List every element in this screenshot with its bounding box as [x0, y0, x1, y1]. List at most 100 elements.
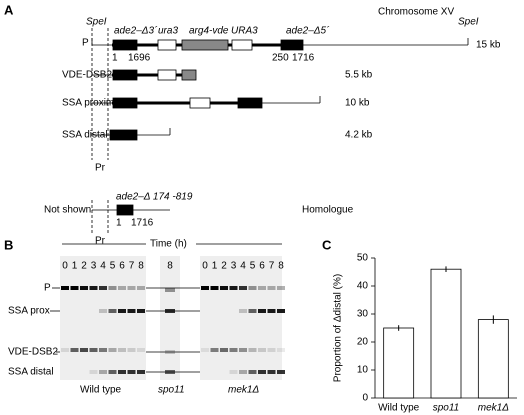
site: SpeI	[458, 17, 479, 28]
band	[127, 370, 136, 374]
band	[258, 309, 266, 313]
row-label: Homologue	[302, 205, 354, 216]
band	[70, 348, 79, 352]
band	[201, 286, 209, 290]
band	[118, 348, 126, 352]
bar	[383, 327, 415, 399]
band	[229, 286, 238, 290]
coord: 1716	[292, 53, 315, 64]
band	[80, 348, 88, 352]
band	[99, 348, 107, 352]
band	[201, 348, 209, 352]
band	[220, 286, 228, 290]
y-axis-label: Proportion of Δdistal (%)	[333, 274, 344, 382]
gene: URA3	[231, 26, 258, 37]
band	[127, 309, 136, 313]
band	[165, 370, 175, 374]
y-tick-label: 40	[357, 281, 369, 292]
band	[210, 348, 219, 352]
band-label: VDE-DSB2	[8, 347, 58, 358]
gel	[60, 256, 146, 380]
strain: mek1Δ	[228, 385, 259, 396]
band	[108, 309, 117, 313]
box	[181, 69, 197, 81]
band	[258, 348, 266, 352]
lane-number: 4	[240, 261, 246, 272]
panel-a: Chromosome XV SpeI SpeI	[44, 7, 501, 247]
band	[277, 286, 285, 290]
lane-number: 4	[100, 261, 106, 272]
band	[137, 370, 145, 374]
panel-label: A	[4, 2, 14, 17]
panel-label: B	[4, 237, 13, 252]
band	[165, 288, 175, 292]
band	[118, 370, 126, 374]
lane-number: 3	[231, 261, 237, 272]
band	[137, 286, 145, 290]
lane-number: 0	[202, 261, 208, 272]
band	[127, 348, 136, 352]
lane-number: 6	[259, 261, 265, 272]
box	[280, 39, 304, 51]
box	[189, 97, 211, 109]
coord: 250	[272, 53, 289, 64]
band	[239, 286, 247, 290]
lane-number: 7	[269, 261, 275, 272]
band	[137, 348, 145, 352]
lane-number: 5	[110, 261, 116, 272]
row-label: VDE-DSB2	[62, 70, 112, 81]
lane-number: 8	[278, 261, 284, 272]
row-size: 4.2 kb	[345, 130, 373, 141]
gene: arg4-vde	[189, 26, 229, 37]
gene: ade2–Δ5´	[286, 25, 330, 37]
box	[157, 39, 177, 51]
band	[137, 309, 145, 313]
band	[99, 370, 107, 374]
row-size: 15 kb	[476, 40, 501, 51]
band	[239, 370, 247, 374]
gene: ura3	[158, 26, 178, 37]
band	[248, 309, 257, 313]
panel-b: Time (h) P SSA prox VDE-DSB2 SSA distal …	[8, 239, 285, 396]
x-tick-label: mek1Δ	[478, 403, 509, 414]
probe: Pr	[95, 163, 106, 174]
gene: ade2–Δ3´	[114, 25, 158, 37]
coord: 1	[112, 53, 118, 64]
box	[112, 39, 138, 51]
band-label: P	[44, 283, 51, 294]
box	[112, 97, 138, 109]
band	[118, 286, 126, 290]
panel-label: C	[322, 237, 332, 252]
lane-number: 5	[250, 261, 256, 272]
coord: 1	[116, 218, 122, 229]
box	[112, 69, 138, 81]
lane-number: 6	[119, 261, 125, 272]
box	[231, 39, 253, 51]
band	[277, 309, 285, 313]
band	[248, 348, 257, 352]
band-label: SSA prox	[8, 306, 50, 317]
coord: 1696	[128, 53, 151, 64]
bar	[477, 319, 509, 399]
strain: Wild type	[80, 385, 122, 396]
band	[165, 350, 175, 354]
band	[61, 348, 69, 352]
band	[277, 348, 285, 352]
panel-c: Proportion of Δdistal (%) 0 10 20 30 40 50 Wil…	[333, 253, 517, 414]
band	[277, 370, 285, 374]
probe: Pr	[95, 236, 106, 247]
box	[237, 97, 263, 109]
band	[89, 286, 98, 290]
band	[267, 348, 276, 352]
gel	[160, 256, 180, 380]
time-label: Time (h)	[150, 239, 187, 250]
lane-number: 2	[221, 261, 227, 272]
band	[80, 286, 88, 290]
row-label: P	[82, 38, 89, 49]
x-tick-label: spo11	[433, 403, 460, 414]
row-label: Not shown	[44, 205, 91, 216]
band	[127, 286, 136, 290]
lane-number: 3	[91, 261, 97, 272]
band	[248, 286, 257, 290]
